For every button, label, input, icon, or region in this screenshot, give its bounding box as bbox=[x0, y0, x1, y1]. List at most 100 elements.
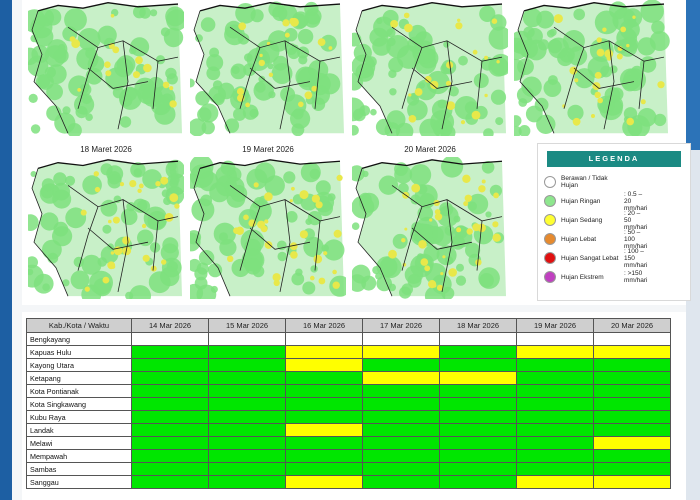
forecast-cell bbox=[208, 475, 286, 489]
forecast-cell bbox=[362, 397, 440, 411]
legend-color-swatch bbox=[544, 214, 556, 226]
column-header-date: 16 Mar 2026 bbox=[285, 318, 363, 333]
legend-label: Hujan Sedang bbox=[561, 216, 603, 224]
forecast-cell bbox=[439, 384, 517, 398]
forecast-cell bbox=[208, 410, 286, 424]
forecast-cell bbox=[516, 345, 594, 359]
table-row: Sanggau bbox=[26, 475, 671, 489]
region-name: Mempawah bbox=[26, 449, 132, 463]
forecast-cell bbox=[362, 410, 440, 424]
map-date-title: 19 Maret 2026 bbox=[242, 145, 294, 154]
forecast-cell bbox=[285, 384, 363, 398]
legend-item: Hujan Sangat Lebat : 100 – 150 mm/hari bbox=[544, 248, 647, 269]
forecast-cell bbox=[131, 345, 209, 359]
forecast-cell bbox=[362, 332, 440, 346]
forecast-cell bbox=[131, 436, 209, 450]
forecast-cell bbox=[439, 423, 517, 437]
forecast-cell bbox=[362, 475, 440, 489]
forecast-cell bbox=[516, 397, 594, 411]
forecast-cell bbox=[131, 475, 209, 489]
legend-range: : 50 – 100 mm/hari bbox=[624, 228, 648, 250]
forecast-map-3 bbox=[352, 0, 508, 136]
table-row: Landak bbox=[26, 423, 671, 437]
legend-label: Hujan Ringan bbox=[561, 197, 601, 205]
table-row: Sambas bbox=[26, 462, 671, 476]
forecast-cell bbox=[516, 410, 594, 424]
forecast-cell bbox=[208, 345, 286, 359]
forecast-cell bbox=[516, 332, 594, 346]
table-row: Bengkayang bbox=[26, 332, 671, 346]
map-date-title: 18 Maret 2026 bbox=[80, 145, 132, 154]
forecast-cell bbox=[516, 371, 594, 385]
forecast-cell bbox=[208, 397, 286, 411]
column-header-date: 20 Mar 2026 bbox=[593, 318, 671, 333]
forecast-cell bbox=[593, 449, 671, 463]
legend-range: : 0.5 – 20 mm/hari bbox=[624, 190, 648, 212]
forecast-cell bbox=[131, 410, 209, 424]
forecast-cell bbox=[362, 384, 440, 398]
kalbar-map-image bbox=[28, 0, 184, 136]
forecast-cell bbox=[285, 475, 363, 489]
forecast-cell bbox=[131, 397, 209, 411]
kalbar-map-image bbox=[514, 0, 670, 136]
forecast-cell bbox=[439, 358, 517, 372]
forecast-cell bbox=[593, 462, 671, 476]
forecast-cell bbox=[131, 423, 209, 437]
forecast-cell bbox=[208, 332, 286, 346]
forecast-cell bbox=[285, 410, 363, 424]
forecast-cell bbox=[362, 423, 440, 437]
kalbar-map-image bbox=[352, 0, 508, 136]
forecast-cell bbox=[131, 449, 209, 463]
legend-label: Hujan Sangat Lebat bbox=[561, 254, 619, 262]
region-name: Kota Pontianak bbox=[26, 384, 132, 398]
forecast-cell bbox=[208, 449, 286, 463]
forecast-cell bbox=[439, 475, 517, 489]
forecast-cell bbox=[285, 397, 363, 411]
legend-box: LEGENDA Berawan / Tidak Hujan Hujan Ring… bbox=[537, 143, 691, 301]
forecast-cell bbox=[439, 410, 517, 424]
forecast-cell bbox=[208, 384, 286, 398]
legend-label: Hujan Ekstrem bbox=[561, 273, 604, 281]
region-name: Kubu Raya bbox=[26, 410, 132, 424]
forecast-cell bbox=[593, 410, 671, 424]
column-header-region: Kab./Kota / Waktu bbox=[26, 318, 132, 333]
forecast-cell bbox=[516, 358, 594, 372]
forecast-cell bbox=[131, 332, 209, 346]
forecast-cell bbox=[439, 449, 517, 463]
forecast-cell bbox=[285, 358, 363, 372]
forecast-table: Kab./Kota / Waktu 14 Mar 2026 15 Mar 2026 1… bbox=[26, 318, 671, 489]
legend-color-swatch bbox=[544, 233, 556, 245]
forecast-cell bbox=[285, 449, 363, 463]
forecast-cell bbox=[285, 462, 363, 476]
legend-color-swatch bbox=[544, 195, 556, 207]
region-name: Landak bbox=[26, 423, 132, 437]
forecast-cell bbox=[362, 358, 440, 372]
forecast-cell bbox=[131, 384, 209, 398]
forecast-cell bbox=[593, 384, 671, 398]
legend-item: Hujan Ringan : 0.5 – 20 mm/hari bbox=[544, 191, 647, 212]
legend-color-swatch bbox=[544, 252, 556, 264]
forecast-cell bbox=[285, 332, 363, 346]
legend-title: LEGENDA bbox=[547, 151, 681, 167]
column-header-date: 17 Mar 2026 bbox=[362, 318, 440, 333]
region-name: Sambas bbox=[26, 462, 132, 476]
forecast-cell bbox=[362, 436, 440, 450]
forecast-cell bbox=[362, 345, 440, 359]
legend-label: Hujan Lebat bbox=[561, 235, 597, 243]
forecast-cell bbox=[285, 436, 363, 450]
legend-color-swatch bbox=[544, 271, 556, 283]
forecast-cell bbox=[439, 371, 517, 385]
region-name: Kayong Utara bbox=[26, 358, 132, 372]
table-row: Kayong Utara bbox=[26, 358, 671, 372]
forecast-cell bbox=[439, 332, 517, 346]
table-row: Mempawah bbox=[26, 449, 671, 463]
kalbar-map-image bbox=[190, 157, 346, 299]
column-header-date: 19 Mar 2026 bbox=[516, 318, 594, 333]
legend-color-swatch bbox=[544, 176, 556, 188]
forecast-cell bbox=[362, 449, 440, 463]
forecast-cell bbox=[285, 423, 363, 437]
table-row: Kota Singkawang bbox=[26, 397, 671, 411]
kalbar-map-image bbox=[190, 0, 346, 136]
forecast-cell bbox=[131, 371, 209, 385]
legend-range: : 20 – 50 mm/hari bbox=[624, 209, 648, 231]
